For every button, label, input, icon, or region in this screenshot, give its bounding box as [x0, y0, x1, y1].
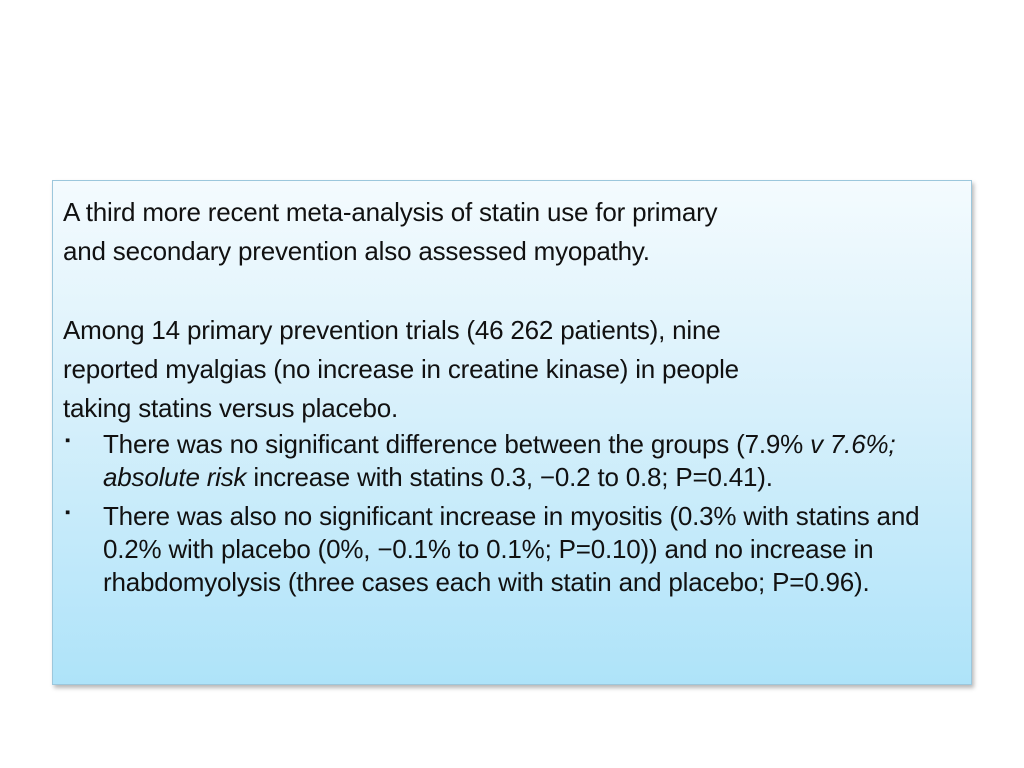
primary-line-1: Among 14 primary prevention trials (46 2…: [63, 315, 721, 345]
square-bullet-icon: ▪: [65, 432, 71, 449]
bullet-1-text-a: There was no significant difference betw…: [103, 429, 811, 459]
bullet-item-myositis: ▪ There was also no significant increase…: [63, 500, 953, 599]
bullet-1-italic-text: v 7.6%; absolute risk: [103, 429, 896, 492]
bullet-item-myalgia: ▪ There was no significant difference be…: [63, 428, 953, 494]
content-text-box: A third more recent meta-analysis of sta…: [52, 180, 972, 685]
square-bullet-icon: ▪: [65, 504, 71, 521]
findings-bullet-list: ▪ There was no significant difference be…: [63, 428, 953, 599]
bullet-2-text: There was also no significant increase i…: [103, 501, 920, 597]
bullet-1-text-b: increase with statins 0.3, −0.2 to 0.8; …: [246, 462, 773, 492]
primary-prevention-paragraph: Among 14 primary prevention trials (46 2…: [63, 311, 953, 428]
primary-line-3: taking statins versus placebo.: [63, 393, 399, 423]
intro-line-1: A third more recent meta-analysis of sta…: [63, 197, 718, 227]
intro-line-2: and secondary prevention also assessed m…: [63, 236, 650, 266]
intro-paragraph: A third more recent meta-analysis of sta…: [63, 193, 953, 271]
primary-line-2: reported myalgias (no increase in creati…: [63, 354, 739, 384]
